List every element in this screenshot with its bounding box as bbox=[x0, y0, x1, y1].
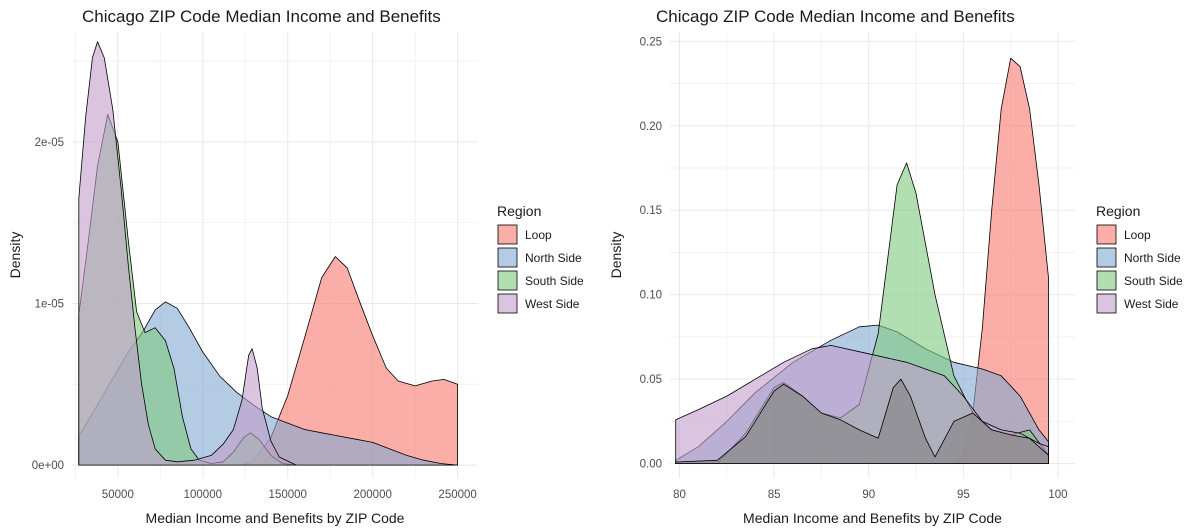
legend-item-label: West Side bbox=[1124, 297, 1179, 311]
x-tick-label: 100 bbox=[1048, 489, 1067, 501]
legend-item-label: Loop bbox=[525, 228, 552, 242]
density-area-loop bbox=[239, 256, 458, 466]
legend-item-label: Loop bbox=[1124, 228, 1151, 242]
density-area-overlay bbox=[675, 378, 1049, 464]
x-tick-label: 50000 bbox=[102, 489, 134, 501]
legend-swatch bbox=[497, 224, 518, 245]
x-axis-label: Median Income and Benefits by ZIP Code bbox=[743, 510, 1002, 526]
y-tick-label: 1e-05 bbox=[35, 298, 64, 310]
x-axis-label: Median Income and Benefits by ZIP Code bbox=[146, 510, 405, 526]
density-area-west-side bbox=[78, 41, 297, 466]
y-tick-label: 0.15 bbox=[640, 205, 662, 217]
x-tick-label: 250000 bbox=[438, 489, 476, 501]
legend-swatch bbox=[1096, 270, 1117, 291]
y-tick-label: 0.25 bbox=[640, 36, 662, 48]
legend-swatch bbox=[497, 270, 518, 291]
legend: Region Loop North Side South Side West Side bbox=[497, 203, 584, 314]
y-tick-label: 0.10 bbox=[640, 290, 662, 302]
y-axis-label: Density bbox=[7, 232, 23, 279]
legend-item-label: South Side bbox=[1124, 274, 1183, 288]
x-tick-label: 80 bbox=[673, 489, 686, 501]
chart-title: Chicago ZIP Code Median Income and Benef… bbox=[82, 7, 441, 26]
x-tick-label: 85 bbox=[768, 489, 781, 501]
legend-title: Region bbox=[497, 203, 541, 219]
y-tick-label: 0.05 bbox=[640, 374, 662, 386]
legend-swatch bbox=[1096, 247, 1117, 268]
y-axis-label: Density bbox=[608, 232, 624, 279]
legend-swatch bbox=[497, 293, 518, 314]
x-tick-label: 90 bbox=[862, 489, 875, 501]
x-tick-label: 100000 bbox=[184, 489, 222, 501]
x-tick-label: 200000 bbox=[353, 489, 391, 501]
legend-item-label: South Side bbox=[525, 274, 584, 288]
y-tick-label: 2e-05 bbox=[35, 137, 64, 149]
y-tick-label: 0.20 bbox=[640, 121, 662, 133]
tick-labels: 50000 100000 150000 200000 250000 0e+00 1e-05 2… bbox=[32, 137, 477, 501]
density-areas bbox=[78, 41, 458, 466]
chart-title: Chicago ZIP Code Median Income and Benef… bbox=[656, 7, 1015, 26]
legend: Region Loop North Side South Side West Side bbox=[1096, 203, 1183, 314]
y-tick-label: 0.00 bbox=[640, 459, 662, 471]
legend-swatch bbox=[1096, 224, 1117, 245]
legend-item-label: West Side bbox=[525, 297, 580, 311]
legend-item-label: North Side bbox=[525, 251, 582, 265]
x-tick-label: 150000 bbox=[269, 489, 307, 501]
legend-swatch bbox=[497, 247, 518, 268]
legend-item-label: North Side bbox=[1124, 251, 1181, 265]
density-areas bbox=[675, 57, 1049, 464]
legend-title: Region bbox=[1096, 203, 1140, 219]
tick-labels: 80 85 90 95 100 0.00 0.05 0.10 0.15 0.20 0.25 bbox=[640, 36, 1068, 501]
legend-swatch bbox=[1096, 293, 1117, 314]
chart-panel-1: 50000 100000 150000 200000 250000 0e+00 1e-05 2… bbox=[7, 7, 584, 526]
chart-panel-2: 80 85 90 95 100 0.00 0.05 0.10 0.15 0.20 0.25 Chica… bbox=[608, 7, 1183, 526]
x-tick-label: 95 bbox=[957, 489, 970, 501]
y-tick-label: 0e+00 bbox=[32, 460, 64, 472]
